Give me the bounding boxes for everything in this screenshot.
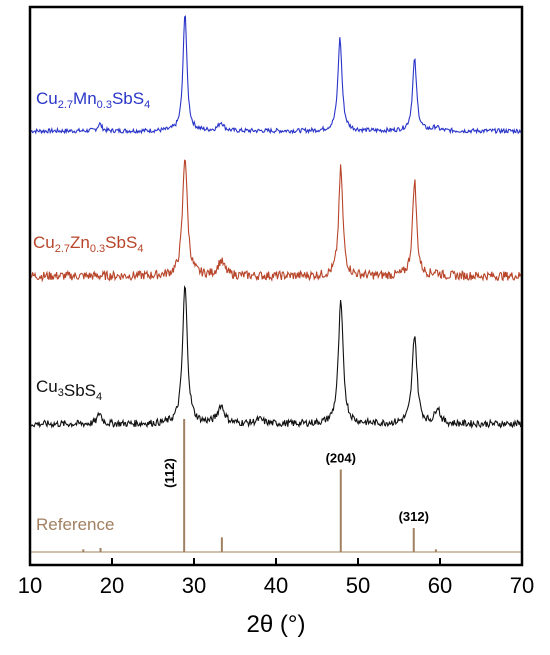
formula-element: Cu: [36, 89, 58, 108]
formula-subscript: 4: [96, 391, 102, 403]
peak-label-112: (112): [162, 458, 177, 488]
formula-subscript: 4: [137, 243, 143, 255]
x-tick-label: 60: [428, 573, 452, 598]
reference-label: Reference: [36, 515, 114, 534]
series-label-2: Cu2.7Zn0.3SbS4: [33, 233, 143, 255]
series-line-1: [30, 15, 522, 135]
formula-element: SbS: [105, 233, 137, 252]
formula-subscript: 0.3: [97, 99, 112, 111]
formula-element: Cu: [33, 233, 55, 252]
peak-label: (204): [326, 451, 356, 466]
x-tick-label: 10: [18, 573, 42, 598]
series-label-3: Cu3SbS4: [36, 377, 102, 403]
x-tick-label: 40: [264, 573, 288, 598]
series-line-3: [30, 285, 522, 429]
x-tick-label: 70: [510, 573, 534, 598]
plot-frame: [28, 5, 524, 567]
x-axis: 10 20 30 40 50 60 70: [18, 558, 534, 598]
formula-subscript: 2.7: [58, 99, 73, 111]
x-tick-label: 30: [182, 573, 206, 598]
reference-layer: (112) (204) (312): [31, 419, 521, 553]
formula-element: SbS: [64, 381, 96, 400]
formula-subscript: 2.7: [55, 243, 70, 255]
x-axis-title: 2θ (°): [247, 611, 306, 638]
formula-subscript: 4: [144, 99, 150, 111]
labels-layer: Cu2.7Mn0.3SbS4Cu2.7Zn0.3SbS4Cu3SbS4Refer…: [33, 89, 150, 534]
formula-element: Mn: [73, 89, 97, 108]
peak-label: (312): [399, 509, 429, 524]
x-tick-label: 50: [346, 573, 370, 598]
formula-subscript: 3: [58, 387, 64, 399]
formula-subscript: 0.3: [90, 243, 105, 255]
series-label-1: Cu2.7Mn0.3SbS4: [36, 89, 150, 111]
series-line-2: [30, 159, 522, 283]
formula-element: Cu: [36, 377, 58, 396]
x-tick-label: 20: [100, 573, 124, 598]
formula-element: Zn: [70, 233, 90, 252]
series-layer: [30, 15, 522, 429]
formula-element: SbS: [112, 89, 144, 108]
